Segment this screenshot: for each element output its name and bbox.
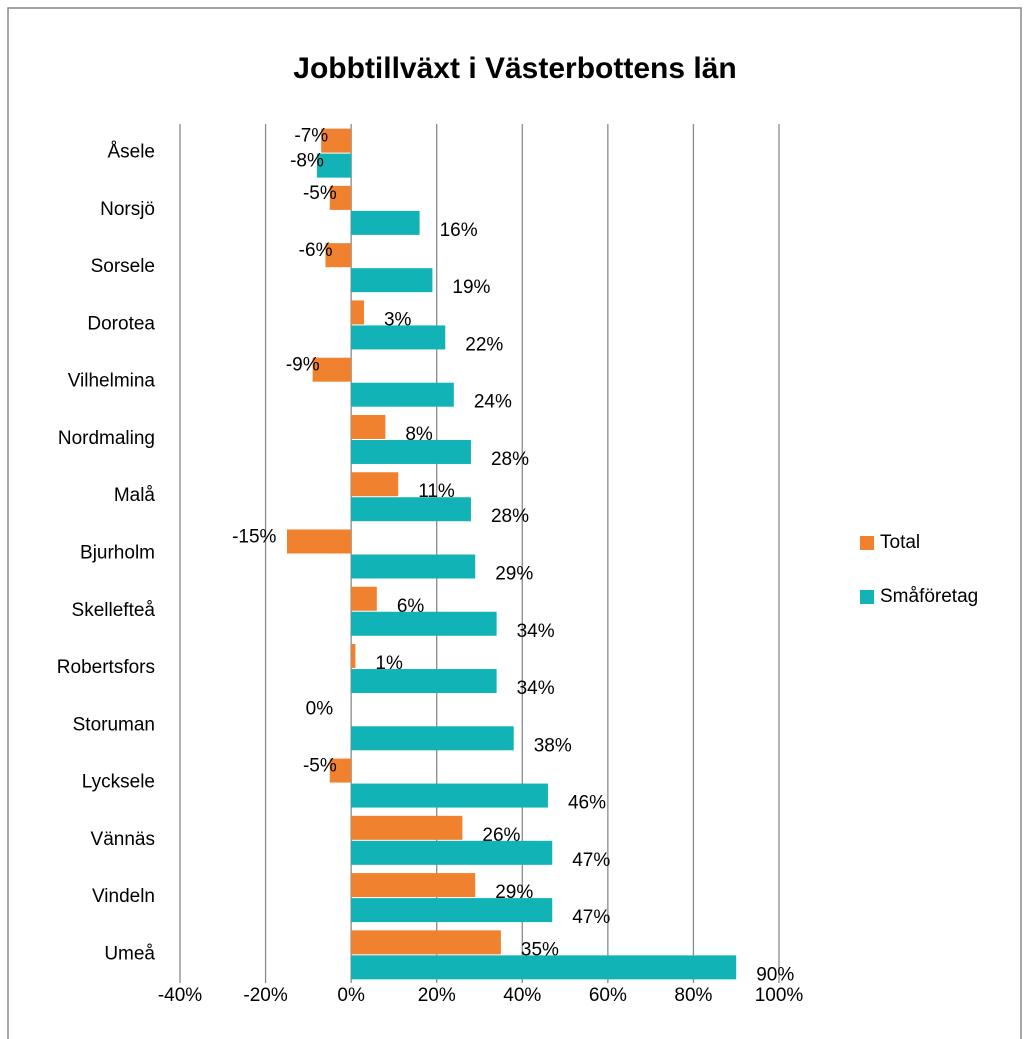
data-label: 1% — [375, 653, 403, 674]
bar — [351, 586, 377, 611]
data-label: 47% — [572, 850, 610, 871]
bar — [351, 873, 476, 898]
data-label: 28% — [491, 506, 529, 527]
bar — [351, 930, 501, 955]
y-tick-label: Robertsfors — [57, 657, 155, 678]
x-tick-label: 100% — [755, 985, 804, 1006]
data-label: -5% — [303, 183, 337, 204]
y-tick-label: Dorotea — [87, 313, 155, 334]
bar — [351, 210, 420, 235]
bar — [351, 815, 463, 840]
bar — [351, 472, 399, 497]
bar — [329, 758, 352, 783]
chart-border — [7, 7, 1022, 1039]
data-label: 8% — [405, 424, 433, 445]
data-label: -9% — [286, 355, 320, 376]
data-label: 24% — [474, 392, 512, 413]
data-label: 29% — [495, 882, 533, 903]
legend-swatch — [860, 590, 874, 604]
bar — [351, 300, 364, 325]
bar — [325, 243, 352, 268]
bar — [351, 382, 454, 407]
data-label: 26% — [482, 825, 520, 846]
y-tick-label: Nordmaling — [58, 428, 155, 449]
bar — [351, 268, 433, 293]
data-label: 22% — [465, 334, 503, 355]
x-tick-label: 80% — [674, 985, 712, 1006]
legend-swatch — [860, 536, 874, 550]
bar — [286, 529, 352, 554]
data-label: 0% — [306, 698, 334, 719]
data-label: 19% — [452, 277, 490, 298]
bar — [351, 497, 471, 522]
data-label: -7% — [294, 126, 328, 147]
data-label: 11% — [418, 481, 455, 502]
data-label: 47% — [572, 907, 610, 928]
x-tick-label: 60% — [589, 985, 627, 1006]
y-tick-label: Vindeln — [92, 886, 155, 907]
data-label: 90% — [756, 964, 794, 985]
bar — [351, 611, 497, 636]
data-label: -8% — [290, 151, 324, 172]
data-label: 3% — [384, 309, 412, 330]
data-label: 46% — [568, 793, 606, 814]
y-tick-label: Vilhelmina — [68, 371, 156, 392]
bar — [351, 554, 476, 579]
y-tick-label: Sorsele — [91, 256, 155, 277]
x-tick-label: -20% — [243, 985, 287, 1006]
y-tick-label: Malå — [114, 485, 156, 506]
y-tick-label: Umeå — [104, 943, 155, 964]
bar — [351, 840, 553, 865]
legend-label: Småföretag — [880, 586, 978, 607]
bar — [312, 357, 352, 382]
data-label: 28% — [491, 449, 529, 470]
bar — [351, 726, 514, 751]
data-label: -15% — [232, 527, 276, 548]
y-tick-label: Norsjö — [100, 199, 155, 220]
y-tick-label: Åsele — [107, 142, 155, 163]
y-tick-label: Bjurholm — [80, 543, 155, 564]
legend-label: Total — [880, 532, 920, 553]
x-tick-label: -40% — [158, 985, 202, 1006]
bar — [351, 898, 553, 923]
x-tick-label: 40% — [503, 985, 541, 1006]
data-label: 6% — [397, 596, 425, 617]
x-tick-label: 20% — [418, 985, 456, 1006]
chart-title: Jobbtillväxt i Västerbottens län — [293, 52, 736, 85]
data-label: -6% — [299, 240, 333, 261]
bar — [351, 644, 356, 669]
bar — [351, 955, 737, 980]
bar — [329, 185, 352, 210]
bar — [351, 783, 548, 808]
x-tick-label: 0% — [337, 985, 365, 1006]
data-label: -5% — [303, 756, 337, 777]
bar — [351, 439, 471, 464]
y-tick-label: Vännäs — [91, 829, 155, 850]
bar — [321, 128, 352, 153]
bar — [351, 325, 446, 350]
y-tick-label: Skellefteå — [72, 600, 156, 621]
bar — [316, 153, 352, 178]
y-tick-label: Lycksele — [82, 772, 155, 793]
data-label: 29% — [495, 564, 533, 585]
bar — [351, 669, 497, 694]
data-label: 34% — [517, 621, 555, 642]
data-label: 35% — [521, 939, 559, 960]
y-tick-label: Storuman — [73, 714, 155, 735]
data-label: 38% — [534, 735, 572, 756]
data-label: 34% — [517, 678, 555, 699]
bar — [351, 414, 386, 439]
data-label: 16% — [440, 220, 478, 241]
